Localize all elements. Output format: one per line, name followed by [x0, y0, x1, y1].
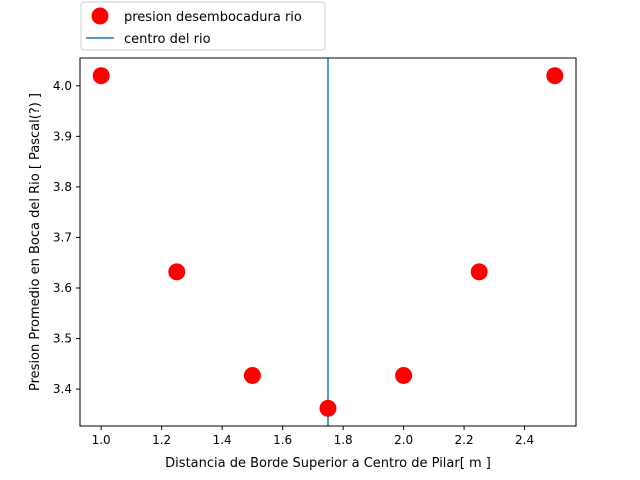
y-tick-label: 3.8 [53, 180, 72, 194]
pressure-point [92, 67, 110, 85]
x-tick-label: 1.8 [334, 433, 353, 447]
legend-box [80, 1, 326, 51]
x-tick-label: 1.6 [273, 433, 292, 447]
x-tick-label: 1.0 [92, 433, 111, 447]
plot-frame [79, 57, 577, 427]
x-tick-label: 2.2 [455, 433, 474, 447]
y-tick-label: 3.6 [53, 281, 72, 295]
pressure-point [470, 263, 488, 281]
y-axis-label: Presion Promedio en Boca del Rio [ Pasca… [28, 93, 43, 391]
y-tick-label: 4.0 [53, 79, 72, 93]
y-axis: 3.4 3.5 3.6 3.7 3.8 3.9 4.0 [53, 79, 80, 396]
legend-label-pressure: presion desembocadura rio [124, 10, 302, 25]
legend-marker-pressure [91, 7, 109, 25]
pressure-point [319, 399, 337, 417]
legend: presion desembocadura rio centro del rio [80, 1, 326, 51]
legend-label-river-center: centro del rio [124, 32, 211, 47]
y-tick-label: 3.4 [53, 382, 72, 396]
x-axis: 1.0 1.2 1.4 1.6 1.8 2.0 2.2 2.4 [92, 426, 534, 447]
plot-marks [92, 58, 564, 426]
x-axis-label: Distancia de Borde Superior a Centro de … [165, 456, 491, 471]
pressure-point [243, 366, 261, 384]
x-tick-label: 2.0 [394, 433, 413, 447]
pressure-point [168, 263, 186, 281]
y-tick-label: 3.7 [53, 230, 72, 244]
x-tick-label: 2.4 [515, 433, 534, 447]
pressure-point [546, 67, 564, 85]
y-tick-label: 3.9 [53, 129, 72, 143]
x-tick-label: 1.4 [213, 433, 232, 447]
y-tick-label: 3.5 [53, 332, 72, 346]
pressure-point [395, 366, 413, 384]
x-tick-label: 1.2 [152, 433, 171, 447]
